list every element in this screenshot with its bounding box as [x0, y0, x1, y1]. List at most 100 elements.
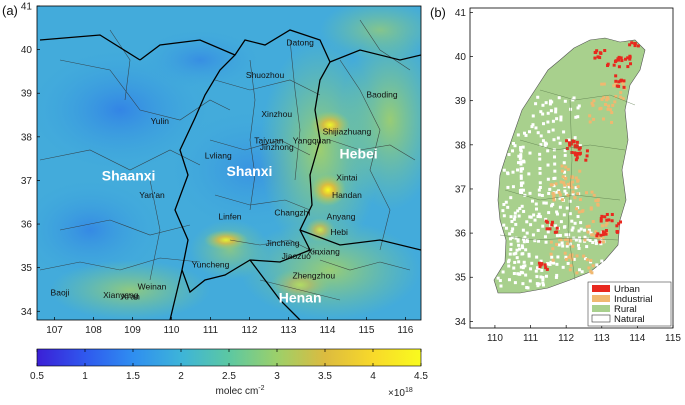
industrial-cell [570, 253, 574, 257]
natural-cell [557, 96, 561, 100]
industrial-cell [583, 238, 587, 242]
industrial-cell [596, 199, 600, 203]
natural-cell [502, 202, 506, 206]
natural-cell [517, 154, 521, 158]
industrial-cell [591, 264, 595, 268]
natural-cell [556, 255, 560, 259]
natural-cell [531, 233, 535, 237]
urban-cell [575, 153, 579, 157]
city-label: Xianyang [103, 290, 139, 300]
urban-cell [585, 154, 589, 158]
colorbar-label: molec cm-2 [215, 385, 264, 397]
natural-cell [558, 141, 562, 145]
natural-cell [508, 232, 512, 236]
natural-cell [546, 230, 550, 234]
province-label: Shanxi [227, 163, 273, 179]
natural-cell [545, 262, 549, 266]
natural-cell [551, 128, 555, 132]
natural-cell [552, 138, 556, 142]
natural-patches [496, 95, 606, 290]
natural-cell [544, 274, 548, 278]
industrial-cell [568, 268, 572, 272]
urban-cell [537, 261, 541, 265]
natural-cell [559, 220, 563, 224]
city-label: Zhengzhou [293, 271, 336, 281]
industrial-cell [551, 247, 555, 251]
legend-label: Rural [614, 304, 637, 315]
natural-cell [555, 190, 559, 194]
natural-cell [536, 95, 540, 99]
industrial-cell [560, 198, 564, 202]
urban-cell [544, 266, 548, 270]
industrial-cell [585, 258, 589, 262]
industrial-cell [592, 193, 596, 197]
urban-cell [622, 79, 626, 83]
natural-cell [564, 255, 568, 259]
natural-cell [577, 246, 581, 250]
natural-cell [519, 149, 523, 153]
natural-cell [522, 260, 526, 264]
industrial-cell [613, 100, 617, 104]
natural-cell [521, 282, 525, 286]
natural-cell [524, 248, 528, 252]
city-label: Xinxiang [307, 247, 340, 257]
natural-cell [549, 260, 553, 264]
natural-cell [502, 214, 506, 218]
legend-swatch [592, 295, 610, 302]
urban-cell [555, 226, 559, 230]
natural-cell [541, 224, 545, 228]
panel-b: (b) 110 111 112 113 114 115 41 40 39 38 37 36 35 34 U… [430, 5, 681, 344]
lat-tick-label-a: 36 [21, 220, 33, 231]
industrial-cell [569, 264, 573, 268]
natural-cell [599, 242, 603, 246]
natural-cell [519, 155, 523, 159]
urban-cell [553, 230, 557, 234]
lat-tick-label-a: 34 [21, 307, 33, 318]
natural-cell [574, 115, 578, 119]
industrial-cell [587, 224, 591, 228]
natural-cell [576, 243, 580, 247]
industrial-cell [552, 193, 556, 197]
lon-tick-label-b: 114 [629, 333, 645, 344]
natural-cell [501, 209, 505, 213]
city-label: Xintai [336, 172, 357, 182]
industrial-cell [586, 230, 590, 234]
natural-cell [546, 120, 550, 124]
natural-cell [499, 284, 503, 288]
natural-cell [579, 221, 583, 225]
colorbar-tick-label: 2.5 [222, 371, 236, 382]
urban-cell [543, 263, 547, 267]
natural-cell [566, 233, 570, 237]
city-label: Hebi [330, 227, 348, 237]
industrial-cell [611, 103, 615, 107]
industrial-cell [601, 236, 605, 240]
natural-cell [576, 215, 580, 219]
industrial-cell [558, 193, 562, 197]
natural-cell [511, 170, 515, 174]
natural-cell [559, 118, 563, 122]
natural-cell [524, 133, 528, 137]
natural-cell [525, 286, 529, 290]
urban-cell [615, 84, 619, 88]
industrial-cell [563, 238, 567, 242]
natural-cell [578, 268, 582, 272]
city-label: Baoding [366, 90, 397, 100]
urban-cell [604, 229, 608, 233]
natural-cell [566, 261, 570, 265]
natural-cell [505, 171, 509, 175]
natural-cell [538, 181, 542, 185]
natural-cell [522, 237, 526, 241]
natural-cell [513, 215, 517, 219]
natural-cell [527, 252, 531, 256]
natural-cell [554, 224, 558, 228]
natural-cell [550, 255, 554, 259]
industrial-cell [573, 196, 577, 200]
natural-cell [550, 204, 554, 208]
natural-cell [519, 174, 523, 178]
industrial-cell [602, 95, 606, 99]
urban-cell [606, 62, 610, 66]
urban-cell [578, 152, 582, 156]
urban-cell [636, 44, 640, 48]
urban-cell [605, 212, 609, 216]
natural-cell [553, 176, 557, 180]
